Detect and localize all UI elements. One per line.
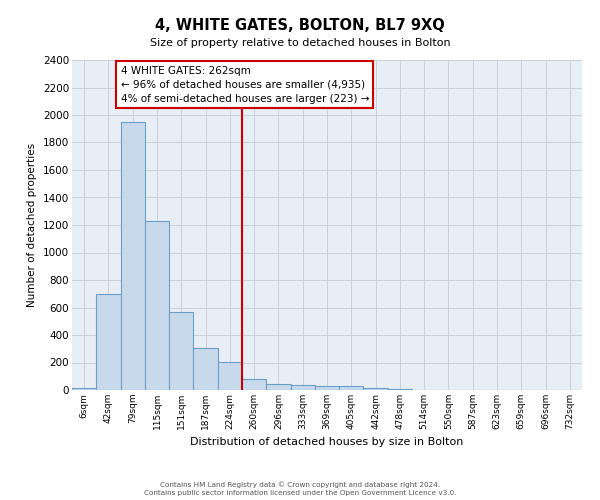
- Bar: [193, 348, 218, 390]
- X-axis label: Distribution of detached houses by size in Bolton: Distribution of detached houses by size …: [190, 438, 464, 448]
- Y-axis label: Number of detached properties: Number of detached properties: [28, 143, 37, 307]
- Text: 4 WHITE GATES: 262sqm
← 96% of detached houses are smaller (4,935)
4% of semi-de: 4 WHITE GATES: 262sqm ← 96% of detached …: [121, 66, 369, 104]
- Bar: [266, 384, 290, 390]
- Bar: [169, 312, 193, 390]
- Bar: [121, 122, 145, 390]
- Bar: [315, 386, 339, 390]
- Bar: [290, 385, 315, 390]
- Bar: [96, 294, 121, 390]
- Text: 4, WHITE GATES, BOLTON, BL7 9XQ: 4, WHITE GATES, BOLTON, BL7 9XQ: [155, 18, 445, 32]
- Bar: [72, 388, 96, 390]
- Bar: [339, 386, 364, 390]
- Bar: [242, 379, 266, 390]
- Bar: [218, 362, 242, 390]
- Text: Contains HM Land Registry data © Crown copyright and database right 2024.: Contains HM Land Registry data © Crown c…: [160, 481, 440, 488]
- Text: Contains public sector information licensed under the Open Government Licence v3: Contains public sector information licen…: [144, 490, 456, 496]
- Bar: [388, 388, 412, 390]
- Text: Size of property relative to detached houses in Bolton: Size of property relative to detached ho…: [149, 38, 451, 48]
- Bar: [145, 221, 169, 390]
- Bar: [364, 388, 388, 390]
